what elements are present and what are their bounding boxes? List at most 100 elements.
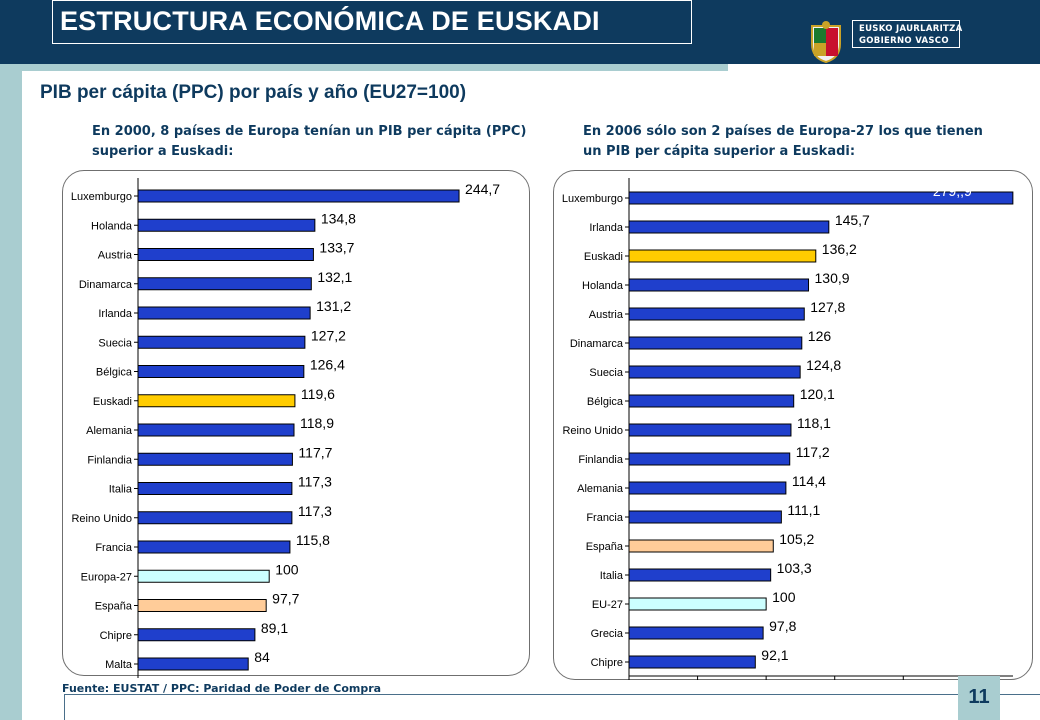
data-label: 134,8 (321, 210, 356, 226)
bar (137, 511, 293, 525)
bar (628, 365, 801, 379)
category-label: Holanda (91, 220, 133, 232)
data-label: 97,7 (272, 591, 299, 607)
category-label: Italia (109, 484, 133, 496)
caption-right: En 2006 sólo son 2 países de Europa-27 l… (583, 124, 983, 159)
bar (628, 249, 817, 263)
footer-divider (64, 694, 1040, 695)
data-label: 89,1 (261, 620, 288, 636)
category-label: Finlandia (87, 454, 133, 466)
page-subtitle: PIB per cápita (PPC) por país y año (EU2… (40, 82, 467, 103)
category-label: Luxemburgo (71, 191, 132, 203)
bar (137, 482, 293, 495)
logo-text-line2: GOBIERNO VASCO (859, 36, 949, 46)
bar (628, 568, 772, 582)
data-label: 100 (772, 589, 796, 605)
data-label: 145,7 (835, 212, 870, 228)
category-label: Bélgica (96, 367, 133, 379)
category-label: Irlanda (98, 308, 133, 320)
accent-strip (0, 64, 728, 71)
bar (137, 657, 249, 671)
data-label: 127,8 (810, 299, 845, 315)
bar (137, 306, 311, 320)
category-label: Alemania (86, 425, 133, 437)
category-label: Suecia (98, 337, 133, 349)
data-label: 124,8 (806, 357, 841, 373)
bar (628, 510, 782, 524)
page-number: 11 (968, 686, 990, 708)
category-label: Alemania (577, 483, 624, 495)
bar (628, 220, 830, 234)
data-label: 117,3 (298, 503, 332, 519)
category-label: Francia (586, 512, 624, 524)
category-label: Bélgica (587, 396, 624, 408)
bar (137, 569, 270, 583)
data-label: 100 (275, 561, 299, 577)
caption-left: En 2000, 8 países de Europa tenían un PI… (92, 124, 527, 159)
data-label: 114,4 (792, 473, 826, 489)
data-label: 117,7 (298, 444, 332, 460)
bar (137, 248, 314, 261)
bar (137, 540, 291, 554)
bar (628, 307, 805, 321)
category-label: Dinamarca (79, 279, 133, 291)
category-label: Austria (589, 309, 624, 321)
category-label: Grecia (591, 628, 624, 640)
bar (137, 452, 293, 466)
logo-frame: EUSKO JAURLARITZA GOBIERNO VASCO (852, 20, 962, 48)
category-label: España (95, 601, 133, 613)
category-label: Holanda (582, 280, 624, 292)
data-label: 119,6 (301, 386, 335, 402)
bar (137, 628, 256, 642)
data-label: 126 (808, 328, 832, 344)
data-label: 131,2 (316, 298, 351, 314)
category-label: Europa-27 (81, 571, 132, 583)
category-label: Euskadi (93, 396, 132, 408)
header-title-frame (52, 0, 692, 44)
data-label: 115,8 (296, 532, 330, 548)
data-label: 92,1 (761, 647, 788, 663)
data-label: 117,3 (298, 474, 332, 490)
bar (628, 278, 810, 292)
bar (628, 452, 791, 466)
category-label: Irlanda (589, 222, 624, 234)
header-bar (0, 0, 1040, 64)
bar (137, 189, 460, 203)
bar (137, 599, 267, 612)
bar (137, 218, 316, 232)
footer-divider-tick (64, 694, 65, 720)
data-label: 279,,9 (933, 183, 972, 199)
bar (137, 277, 312, 291)
category-label: Finlandia (578, 454, 624, 466)
data-label: 97,8 (769, 618, 796, 634)
data-label: 244,7 (465, 181, 500, 197)
data-label: 103,3 (777, 560, 812, 576)
data-label: 120,1 (800, 386, 835, 402)
data-label: 105,2 (779, 531, 814, 547)
bar (137, 335, 306, 349)
data-label: 133,7 (319, 240, 354, 256)
data-label: 84 (254, 649, 270, 665)
data-label: 117,2 (796, 444, 830, 460)
bar (628, 626, 764, 640)
bar-chart-2006: Luxemburgo 279,,9 Irlanda 145,7 Euskadi 136,2… (562, 178, 1014, 680)
bar (137, 365, 305, 378)
category-label: Malta (105, 659, 133, 671)
source-note: Fuente: EUSTAT / PPC: Paridad de Poder d… (62, 682, 382, 695)
data-label: 118,1 (797, 415, 831, 431)
data-label: 111,1 (787, 502, 820, 518)
category-label: Luxemburgo (562, 193, 623, 205)
data-label: 127,2 (311, 327, 346, 343)
category-label: EU-27 (592, 599, 623, 611)
bar (628, 481, 787, 495)
data-label: 132,1 (317, 269, 352, 285)
category-label: Chipre (591, 657, 623, 669)
bar (628, 597, 767, 611)
page-number-box (958, 676, 1000, 720)
category-label: Reino Unido (71, 513, 132, 525)
data-label: 126,4 (310, 357, 345, 373)
data-label: 118,9 (300, 415, 334, 431)
data-label: 136,2 (822, 241, 857, 257)
data-label: 130,9 (815, 270, 850, 286)
page-title: ESTRUCTURA ECONÓMICA DE EUSKADI (60, 6, 600, 36)
